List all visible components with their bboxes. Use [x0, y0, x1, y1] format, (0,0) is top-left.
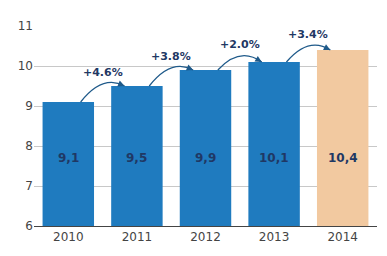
svg-text:+4.6%: +4.6%: [83, 66, 123, 79]
svg-text:7: 7: [25, 179, 33, 193]
svg-text:10,4: 10,4: [328, 151, 358, 165]
svg-text:+2.0%: +2.0%: [220, 38, 260, 51]
svg-text:2013: 2013: [259, 230, 290, 244]
svg-text:9,1: 9,1: [58, 151, 79, 165]
svg-text:+3.8%: +3.8%: [151, 50, 191, 63]
svg-text:11: 11: [18, 19, 33, 33]
svg-text:8: 8: [25, 139, 33, 153]
svg-text:10,1: 10,1: [259, 151, 289, 165]
svg-text:2011: 2011: [122, 230, 153, 244]
svg-text:2012: 2012: [190, 230, 221, 244]
svg-text:6: 6: [25, 219, 33, 233]
svg-text:9: 9: [25, 99, 33, 113]
svg-text:9,9: 9,9: [195, 151, 216, 165]
svg-text:2014: 2014: [327, 230, 358, 244]
svg-text:2010: 2010: [53, 230, 84, 244]
svg-text:10: 10: [18, 59, 33, 73]
svg-text:+3.4%: +3.4%: [288, 28, 328, 41]
svg-text:9,5: 9,5: [126, 151, 147, 165]
